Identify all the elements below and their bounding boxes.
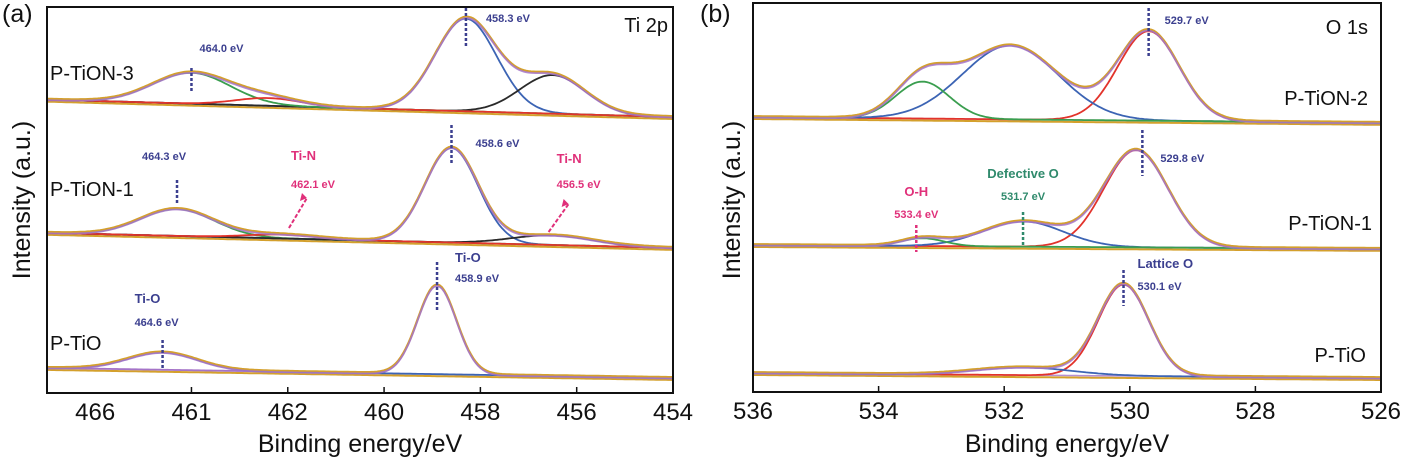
peak-annotation: 458.3 eV xyxy=(464,8,531,48)
arrow-line xyxy=(547,203,570,233)
annotation-value: 464.3 eV xyxy=(142,151,187,163)
peak-annotation: Defective O 531.7 eV xyxy=(987,166,1059,245)
panel-label: (a) xyxy=(2,0,33,28)
annotation-value: 464.6 eV xyxy=(135,317,180,329)
annotation-label: Ti-N xyxy=(557,151,582,166)
x-tick-label: 454 xyxy=(653,399,693,426)
baseline-curve xyxy=(752,373,1381,381)
raw-data-curve xyxy=(753,147,1381,250)
envelope-fit-curve xyxy=(46,285,673,380)
spectrum-P-TiON-1: P-TiON-1 xyxy=(46,145,674,251)
sample-label: P-TiON-1 xyxy=(50,179,134,201)
peak-annotation: 464.0 eV xyxy=(190,43,244,92)
x-tick-label: 458 xyxy=(460,399,500,426)
spectrum-P-TiON-3: P-TiON-3 xyxy=(46,15,674,120)
plot-frame xyxy=(752,2,1382,393)
annotation-value: 458.6 eV xyxy=(475,138,520,150)
x-tick-label: 466 xyxy=(75,399,115,426)
baseline-curve xyxy=(47,368,673,381)
annotation-label: Ti-O xyxy=(135,291,161,306)
x-tick-label: 534 xyxy=(859,398,899,425)
envelope-fit-curve xyxy=(46,17,674,119)
raw-data-curve xyxy=(46,15,674,118)
envelope-fit-curve xyxy=(753,29,1381,125)
annotation-label: Ti-O xyxy=(455,250,481,265)
annotation-value: 529.8 eV xyxy=(1160,153,1205,165)
sample-label: P-TiON-2 xyxy=(1284,88,1368,110)
annotation-value: 529.7 eV xyxy=(1165,15,1210,27)
annotation-label: Ti-N xyxy=(291,148,316,163)
x-tick-label: 532 xyxy=(984,398,1024,425)
sample-label: P-TiO xyxy=(50,333,101,355)
peak-annotation: 458.6 eV xyxy=(450,125,520,165)
annotation-value: 531.7 eV xyxy=(1001,191,1046,203)
peak-annotation: 529.7 eV xyxy=(1147,8,1210,58)
annotation-value: 533.4 eV xyxy=(894,209,939,221)
annotation-value: 458.3 eV xyxy=(486,13,531,25)
peak-annotation: Ti-N 462.1 eV xyxy=(288,148,336,229)
peak-annotation: Ti-N 456.5 eV xyxy=(547,151,602,233)
x-tick-label: 462 xyxy=(268,399,308,426)
spectrum-P-TiO: P-TiO xyxy=(46,283,673,381)
x-axis-label: Binding energy/eV xyxy=(965,430,1170,458)
x-tick-label: 461 xyxy=(171,399,211,426)
peak-annotation: Ti-O 458.9 eV xyxy=(435,250,500,312)
arrow-head-icon xyxy=(561,199,569,207)
peak-annotation: Ti-O 464.6 eV xyxy=(135,291,180,370)
annotation-value: 462.1 eV xyxy=(291,179,336,191)
x-tick-label: 460 xyxy=(364,399,404,426)
annotation-value: 530.1 eV xyxy=(1138,281,1183,293)
annotation-value: 464.0 eV xyxy=(199,43,244,55)
envelope-fit-curve xyxy=(753,149,1381,251)
arrow-head-icon xyxy=(299,193,307,201)
annotation-value: 456.5 eV xyxy=(557,179,602,191)
y-axis-label: Intensity (a.u.) xyxy=(8,121,36,279)
core-level-title: Ti 2p xyxy=(624,15,668,37)
spectrum-P-TiO: P-TiO xyxy=(752,281,1381,381)
envelope-fit-curve xyxy=(752,283,1381,380)
peak-annotation: 464.3 eV xyxy=(142,151,187,205)
baseline-curve xyxy=(46,100,674,120)
panel-a: (a) Intensity (a.u.) Binding energy/eV Ti 2… xyxy=(2,0,693,458)
peak-annotation: O-H 533.4 eV xyxy=(894,184,939,252)
x-tick-label: 526 xyxy=(1361,398,1401,425)
raw-data-curve xyxy=(753,28,1381,124)
annotation-label: Defective O xyxy=(987,166,1059,181)
arrow-line xyxy=(288,197,308,229)
annotation-value: 458.9 eV xyxy=(455,273,500,285)
envelope-fit-curve xyxy=(47,147,673,250)
raw-data-curve xyxy=(46,283,673,379)
raw-data-curve xyxy=(752,281,1381,379)
sample-label: P-TiO xyxy=(1315,345,1366,367)
baseline-curve xyxy=(753,246,1381,252)
panel-b: (b) Intensity (a.u.) Binding energy/eV O 1s… xyxy=(700,0,1401,458)
x-axis-label: Binding energy/eV xyxy=(258,430,463,458)
x-tick-label: 536 xyxy=(733,398,773,425)
x-tick-label: 456 xyxy=(557,399,597,426)
raw-data-curve xyxy=(47,145,673,248)
x-tick-label: 528 xyxy=(1235,398,1275,425)
baseline-curve xyxy=(753,118,1381,126)
component-peak-531.9 xyxy=(753,44,1381,124)
core-level-title: O 1s xyxy=(1326,17,1368,39)
spectrum-P-TiON-1: P-TiON-1 xyxy=(753,147,1381,252)
annotation-label: O-H xyxy=(904,184,928,199)
peak-annotation: 529.8 eV xyxy=(1141,130,1205,176)
peak-annotation: Lattice O 530.1 eV xyxy=(1122,256,1194,306)
panel-label: (b) xyxy=(700,0,731,28)
plot-frame xyxy=(46,6,674,394)
baseline-curve xyxy=(46,233,674,251)
annotation-label: Lattice O xyxy=(1138,256,1194,271)
x-tick-label: 530 xyxy=(1110,398,1150,425)
sample-label: P-TiON-1 xyxy=(1288,213,1372,235)
y-axis-label: Intensity (a.u.) xyxy=(718,121,746,279)
sample-label: P-TiON-3 xyxy=(50,63,134,85)
spectrum-P-TiON-2: P-TiON-2 xyxy=(753,28,1381,126)
